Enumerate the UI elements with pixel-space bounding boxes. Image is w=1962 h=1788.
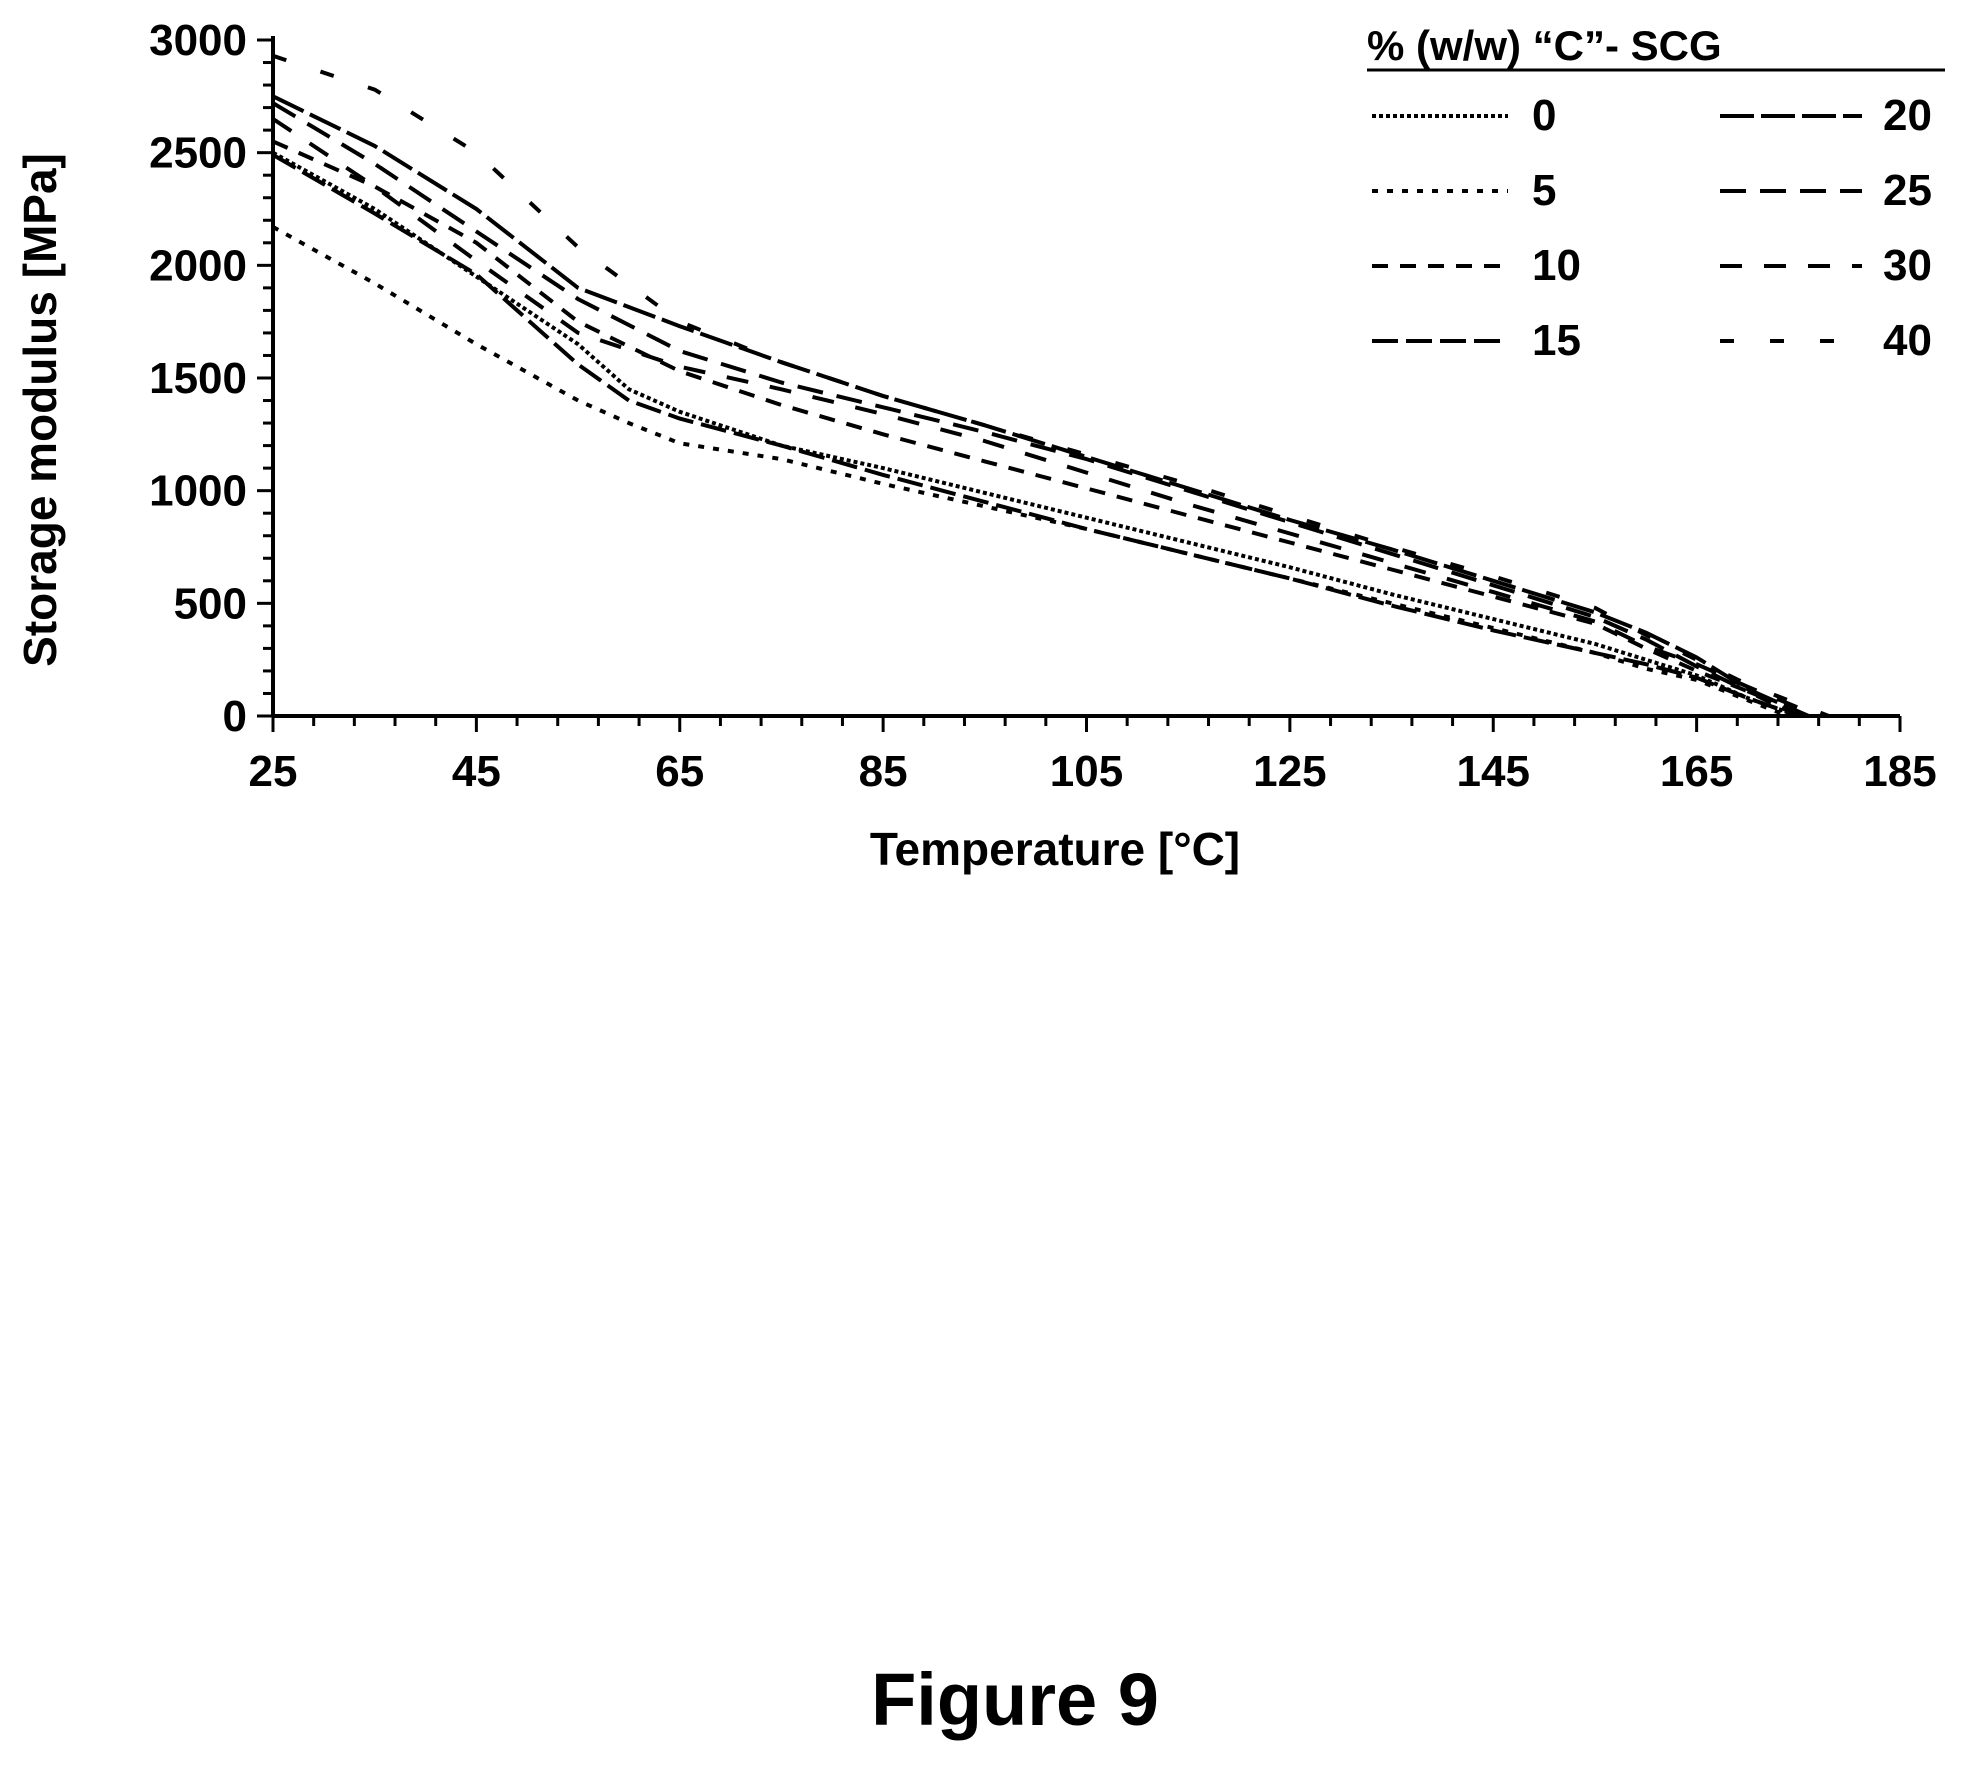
x-tick-label: 165: [1660, 747, 1733, 796]
x-tick-label: 105: [1050, 747, 1123, 796]
legend-item-5: 5: [1372, 166, 1556, 215]
legend-item-15: 15: [1372, 316, 1581, 365]
y-tick-label: 2000: [149, 241, 247, 290]
series-line-20: [272, 94, 1810, 718]
y-tick-label: 500: [174, 579, 247, 628]
y-tick-label: 1000: [149, 467, 247, 516]
legend-item-10: 10: [1372, 241, 1581, 290]
figure-caption: Figure 9: [871, 1658, 1159, 1741]
series-line-5: [272, 225, 1789, 718]
y-tick-label: 1500: [149, 354, 247, 403]
legend-label-20: 20: [1883, 91, 1932, 140]
series-line-0: [272, 150, 1799, 718]
x-tick-label: 125: [1253, 747, 1326, 796]
x-tick-label: 65: [655, 747, 704, 796]
legend-label-30: 30: [1883, 241, 1932, 290]
series-line-15: [272, 153, 1799, 718]
legend-item-40: 40: [1720, 316, 1932, 365]
legend-item-20: 20: [1720, 91, 1932, 140]
x-tick-label: 25: [249, 747, 298, 796]
legend-label-25: 25: [1883, 166, 1932, 215]
y-tick-label: 2500: [149, 129, 247, 178]
y-axis-title: Storage modulus [MPa]: [14, 153, 66, 667]
x-tick-label: 85: [859, 747, 908, 796]
legend-label-0: 0: [1532, 91, 1556, 140]
x-tick-label: 185: [1863, 747, 1936, 796]
legend-label-5: 5: [1532, 166, 1556, 215]
legend-label-15: 15: [1532, 316, 1581, 365]
y-tick-label: 0: [223, 692, 247, 741]
series-line-10: [272, 139, 1800, 718]
x-tick-label: 45: [452, 747, 501, 796]
x-tick-label: 145: [1457, 747, 1530, 796]
legend-title: % (w/w) “C”- SCG: [1367, 22, 1722, 69]
series-line-30: [271, 117, 1820, 718]
legend-item-30: 30: [1720, 241, 1932, 290]
x-axis-title: Temperature [°C]: [870, 823, 1240, 875]
legend-items: 0 5 10 15 20 25 30 40: [1372, 91, 1932, 365]
series-line-40: [272, 53, 1830, 718]
legend: % (w/w) “C”- SCG 0 5 10 15 20 25 30 40: [1367, 22, 1945, 365]
legend-item-25: 25: [1720, 166, 1932, 215]
legend-label-10: 10: [1532, 241, 1581, 290]
legend-item-0: 0: [1372, 91, 1556, 140]
axes: [257, 36, 1902, 732]
legend-label-40: 40: [1883, 316, 1932, 365]
plot-lines: [271, 53, 1830, 718]
y-tick-label: 3000: [149, 16, 247, 65]
series-line-25: [271, 101, 1810, 718]
